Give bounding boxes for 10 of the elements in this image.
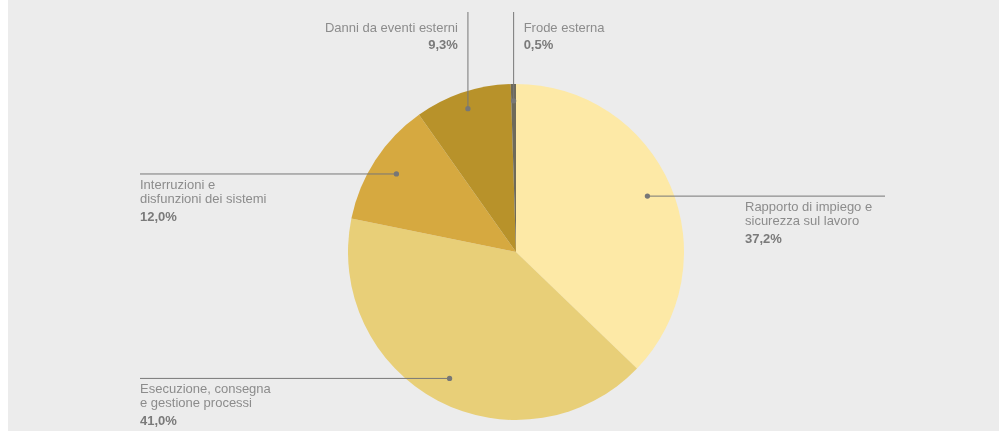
slice-label: Frode esterna [523,20,606,35]
data-label: 37,2% [745,231,783,247]
data-label: 0,5% [523,37,554,52]
data-label: 12,0% [140,208,178,224]
slice-label: Esecuzione, consegna e gestione processi [140,381,272,411]
slice-label: Rapporto di impiego e sicurezza sul lavoro [745,199,873,229]
data-label: 9,3% [428,37,459,52]
slice-label: Danni da eventi esterni [324,20,459,35]
data-label: 41,0% [140,413,178,429]
slice-label: Interruzioni e disfunzioni dei sistemi [140,176,267,206]
